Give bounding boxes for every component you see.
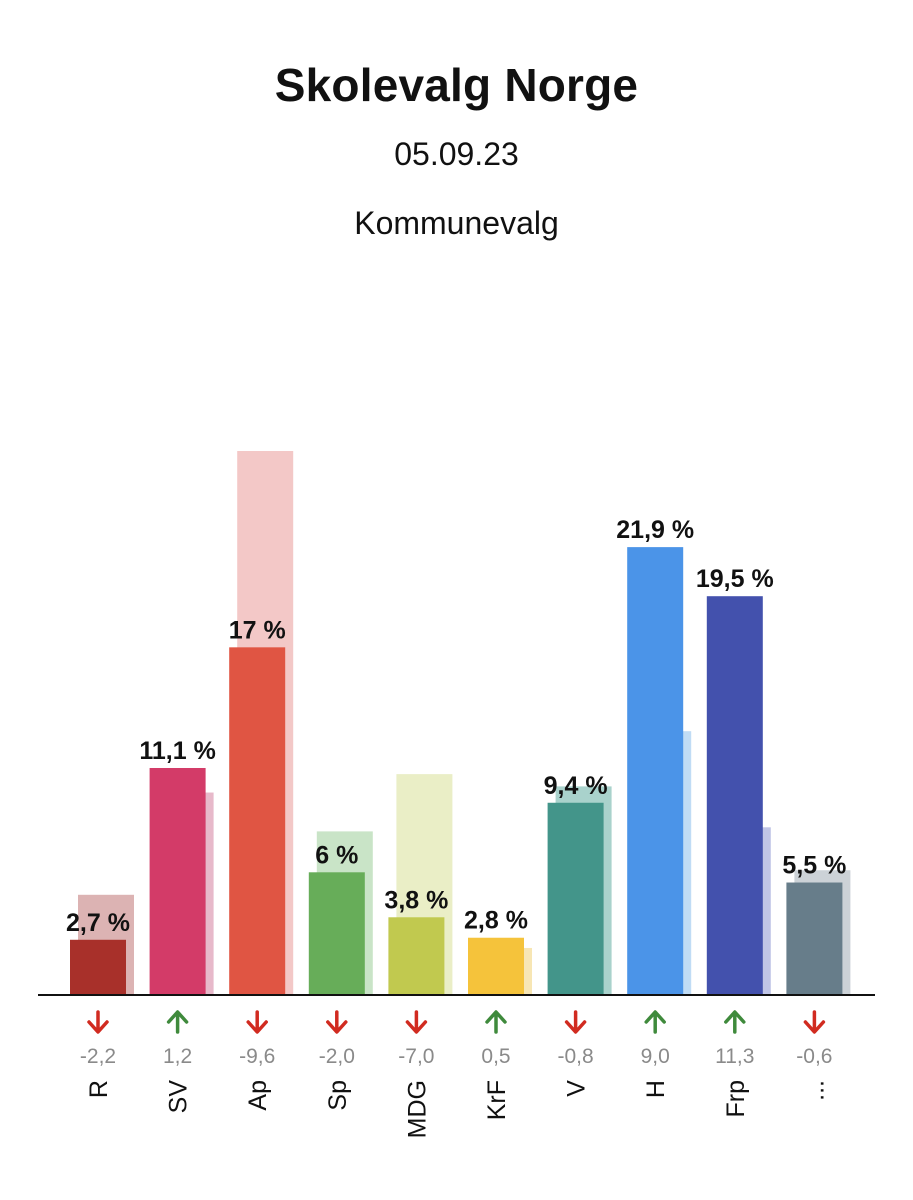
- change-label: -2,2: [80, 1045, 116, 1068]
- arrow-up-icon: [644, 1010, 666, 1034]
- change-label: -2,0: [319, 1045, 355, 1068]
- arrow-down-icon: [87, 1010, 109, 1034]
- change-label: -0,6: [796, 1045, 832, 1068]
- value-label: 2,7 %: [66, 909, 130, 937]
- arrow-up-icon: [724, 1010, 746, 1034]
- category-label: SV: [165, 1080, 193, 1114]
- category-label: MDG: [403, 1080, 431, 1138]
- current-bar: [706, 596, 763, 995]
- value-label: 5,5 %: [782, 852, 846, 880]
- value-label: 21,9 %: [616, 516, 694, 544]
- arrow-up-icon: [485, 1010, 507, 1034]
- arrow-down-icon: [246, 1010, 268, 1034]
- current-bar: [547, 802, 604, 995]
- arrow-down-icon: [564, 1010, 587, 1034]
- change-label: 11,3: [715, 1045, 754, 1068]
- current-bar: [149, 767, 206, 995]
- current-bar: [786, 882, 843, 995]
- current-bar: [308, 872, 365, 995]
- category-label: ...: [801, 1080, 829, 1101]
- category-label: H: [642, 1080, 670, 1098]
- category-label: V: [563, 1080, 591, 1097]
- value-label: 17 %: [229, 616, 286, 644]
- change-label: 1,2: [163, 1045, 192, 1068]
- chart-date: 05.09.23: [394, 136, 519, 172]
- current-bar: [627, 547, 684, 995]
- value-label: 6 %: [315, 841, 358, 869]
- value-label: 2,8 %: [464, 907, 528, 935]
- category-label: Frp: [722, 1080, 750, 1118]
- value-label: 11,1 %: [139, 737, 215, 765]
- current-bar: [70, 939, 126, 995]
- change-label: -7,0: [398, 1045, 434, 1068]
- category-label: Ap: [244, 1080, 272, 1111]
- chart-title: Skolevalg Norge: [274, 59, 639, 111]
- current-bar: [229, 647, 286, 995]
- current-bar: [468, 937, 524, 995]
- arrow-up-icon: [166, 1010, 189, 1034]
- change-label: 9,0: [641, 1045, 670, 1068]
- chart-subtitle: Kommunevalg: [354, 205, 559, 241]
- category-label: KrF: [483, 1080, 511, 1120]
- current-bar: [388, 917, 445, 995]
- arrow-down-icon: [405, 1010, 428, 1034]
- change-label: 0,5: [481, 1045, 510, 1068]
- category-label: Sp: [324, 1080, 352, 1111]
- value-label: 9,4 %: [544, 772, 608, 800]
- arrow-down-icon: [803, 1010, 826, 1034]
- value-label: 19,5 %: [696, 565, 774, 593]
- value-label: 3,8 %: [384, 886, 448, 914]
- change-label: -9,6: [239, 1045, 275, 1068]
- category-label: R: [85, 1080, 113, 1098]
- arrow-down-icon: [326, 1010, 348, 1034]
- change-label: -0,8: [558, 1045, 594, 1068]
